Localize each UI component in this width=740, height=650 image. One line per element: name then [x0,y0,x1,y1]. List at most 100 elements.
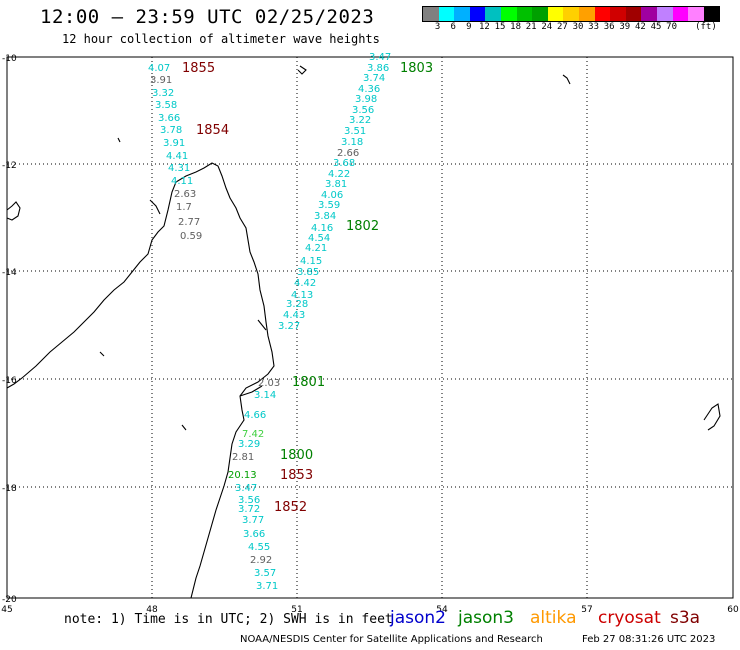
colorbar-swatch [625,7,642,21]
map-subtitle: 12 hour collection of altimeter wave hei… [62,32,380,46]
swh-reading: 4.66 [244,410,266,421]
swh-reading: 2.81 [232,452,254,463]
map-frame [6,56,734,599]
lat-tick-label: -20 [2,595,17,605]
colorbar-swatch [454,7,470,21]
pass-time-label: 1803 [400,61,433,76]
swh-reading: 3.68 [333,158,355,169]
colorbar-tick-label: 15 [494,22,506,32]
legend-item-cryosat: cryosat [598,608,661,628]
colorbar-tick-label: 70 [666,22,678,32]
swh-reading: 3.71 [256,581,278,592]
swh-reading: 3.78 [160,125,182,136]
swh-reading: 4.15 [300,256,322,267]
colorbar-tick-label: 27 [556,22,568,32]
swh-reading: 3.66 [158,113,180,124]
legend-item-altika: altika [530,608,577,628]
legend-item-jason2: jason2 [390,608,446,628]
colorbar-tick-label: 3 [434,22,441,32]
colorbar-labels: 3 6 9 12 15 18 21 24 27 30 33 36 39 42 45 70 (ft) [422,22,740,34]
swh-reading: 3.59 [318,200,340,211]
footnote: note: 1) Time is in UTC; 2) SWH is in fe… [64,612,393,627]
lat-tick-label: -16 [2,376,17,386]
swh-reading: 2.77 [178,217,200,228]
swh-reading: 1.7 [176,202,192,213]
swh-reading: 4.11 [171,176,193,187]
coastline-segment [703,403,721,431]
footer-credit: NOAA/NESDIS Center for Satellite Applica… [240,634,543,645]
swh-reading: 2.03 [258,378,280,389]
legend-item-jason3: jason3 [458,608,514,628]
coastline-segment [149,199,161,215]
swh-reading: 4.54 [308,233,330,244]
coastline-segment [257,319,267,331]
colorbar-swatch [656,7,673,21]
coastline-segment [6,162,275,599]
swh-reading: 4.41 [166,151,188,162]
swh-reading: 3.51 [344,126,366,137]
colorbar-swatch [578,7,595,21]
wave-height-readings: 4.073.913.323.583.663.7818553.914.414.31… [148,52,433,592]
colorbar-tick-label: 42 [634,22,646,32]
swh-reading: 2.66 [337,148,359,159]
footer-timestamp: Feb 27 08:31:26 UTC 2023 [582,634,716,645]
lon-tick-label: 45 [1,605,12,615]
lat-tick-label: -12 [2,161,17,171]
lat-tick-label: -18 [2,484,17,494]
coastline-segment [239,385,263,397]
pass-time-label: 1853 [280,468,313,483]
swh-reading: 4.36 [358,84,380,95]
swh-reading: 3.72 [238,504,260,515]
colorbar-swatch [438,7,455,21]
lat-tick-label: -14 [2,268,17,278]
swh-reading: 3.29 [238,439,260,450]
colorbar-unit: (ft) [695,22,717,32]
wave-height-colorbar [422,6,721,22]
swh-reading: 3.47 [369,52,391,63]
pass-time-label: 1801 [292,375,325,390]
swh-reading: 3.56 [352,105,374,116]
swh-reading: 2.92 [250,555,272,566]
pass-time-label: 1854 [196,123,229,138]
swh-reading: 4.55 [248,542,270,553]
swh-reading: 3.81 [325,179,347,190]
swh-reading: 3.84 [314,211,336,222]
lat-tick-label: -10 [2,54,17,64]
swh-reading: 3.18 [341,137,363,148]
colorbar-swatch [688,7,704,21]
swh-reading: 3.85 [297,267,319,278]
colorbar-tick-label: 21 [525,22,537,32]
swh-reading: 3.47 [235,483,257,494]
colorbar-tick-label: 18 [510,22,522,32]
swh-reading: 3.74 [363,73,385,84]
coastline [6,65,721,599]
colorbar-swatch [641,7,657,21]
colorbar-tick-label: 12 [478,22,490,32]
colorbar-swatch [469,7,486,21]
coastline-segment [297,65,307,75]
colorbar-swatch [610,7,626,21]
lat-lon-grid [7,57,733,598]
lon-tick-label: 60 [727,605,739,615]
lon-tick-label: 48 [146,605,158,615]
swh-reading: 3.14 [254,390,276,401]
colorbar-swatch [532,7,548,21]
swh-reading: 3.86 [367,63,389,74]
colorbar-tick-label: 30 [572,22,584,32]
swh-reading: 3.77 [242,515,264,526]
colorbar-swatch [672,7,689,21]
pass-time-label: 1800 [280,448,313,463]
swh-reading: 20.13 [228,470,257,481]
swh-reading: 2.63 [174,189,196,200]
lon-tick-label: 51 [291,605,302,615]
swh-reading: 3.66 [243,529,265,540]
pass-time-label: 1855 [182,61,215,76]
colorbar-swatch [516,7,533,21]
swh-reading: 4.07 [148,63,170,74]
pass-time-label: 1802 [346,219,379,234]
swh-reading: 4.21 [305,243,327,254]
colorbar-tick-label: 45 [650,22,662,32]
swh-reading: 3.98 [355,94,377,105]
